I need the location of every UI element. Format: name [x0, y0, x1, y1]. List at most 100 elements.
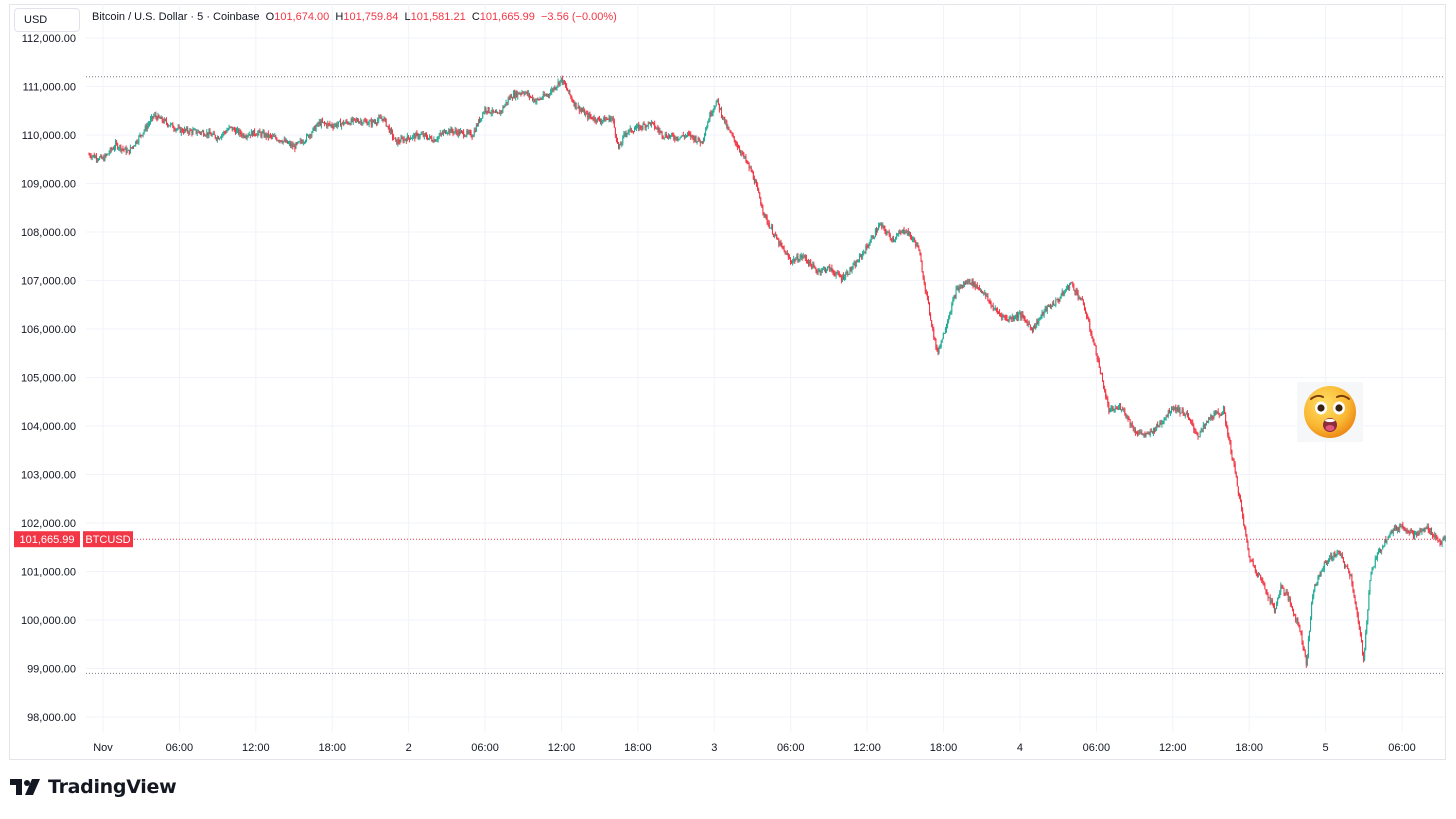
candle-body [609, 116, 611, 122]
candle-body [1133, 429, 1135, 431]
candle-body [903, 229, 905, 233]
candle-body [778, 239, 780, 246]
candle-body [191, 130, 193, 134]
candle-body [1123, 408, 1125, 411]
candle-body [556, 85, 558, 88]
candle-body [190, 129, 192, 131]
candle-body [655, 127, 657, 129]
time-axis[interactable]: Nov 06:00 12:00 18:00 2 06:00 12:00 18:00 3 06:00… [93, 742, 1416, 754]
candle-body [1021, 313, 1023, 318]
candle-body [488, 107, 490, 113]
candle-body [146, 125, 148, 130]
candle-body [853, 263, 855, 265]
candle-body [652, 121, 654, 123]
candle-body [347, 122, 349, 124]
tradingview-brand[interactable]: TradingView [10, 776, 177, 798]
low-value: 101,581.21 [410, 11, 466, 23]
candle-body [1189, 418, 1191, 420]
candle-body [880, 223, 882, 225]
time-tick-label: 4 [1017, 742, 1023, 754]
candle-body [825, 268, 827, 272]
candle-body [319, 121, 321, 126]
candle-body [1156, 423, 1158, 429]
candle-body [631, 131, 633, 133]
candle-body [962, 284, 964, 287]
candle-body [350, 119, 352, 125]
candle-body [618, 141, 620, 149]
candle-body [918, 247, 920, 250]
candle-body [613, 120, 615, 128]
candle-body [751, 171, 753, 173]
candle-body [107, 153, 109, 155]
candle-body [1206, 420, 1208, 424]
candle-body [133, 146, 135, 148]
candle-body [457, 130, 459, 135]
candle-body [432, 140, 434, 143]
candle-body [315, 126, 317, 131]
candle-body [140, 134, 142, 136]
candle-body [118, 148, 120, 150]
candle-body [557, 81, 559, 86]
candle-body [233, 128, 235, 131]
candle-body [216, 137, 218, 140]
candle-body [676, 136, 678, 140]
candle-body [1007, 320, 1009, 322]
candle-body [900, 232, 902, 234]
candle-body [603, 117, 605, 121]
candle-body [1426, 526, 1428, 529]
candle-body [1319, 574, 1321, 577]
candle-body [316, 123, 318, 127]
candle-body [680, 136, 682, 138]
candle-body [763, 212, 765, 216]
candle-body [421, 133, 423, 135]
candle-body [717, 99, 719, 104]
price-tick-label: 98,000.00 [27, 712, 76, 724]
candle-body [559, 80, 561, 85]
candle-body [796, 256, 798, 260]
candle-body [389, 128, 391, 133]
candle-body [1063, 291, 1065, 295]
candle-body [1397, 528, 1399, 531]
candle-body [1418, 532, 1420, 534]
candle-body [175, 129, 177, 131]
candle-body [744, 156, 746, 158]
candle-body [654, 123, 656, 128]
candle-body [808, 262, 810, 265]
candle-body [701, 141, 703, 143]
candle-body [828, 265, 830, 268]
candle-body [1016, 314, 1018, 318]
candle-body [189, 129, 191, 134]
symbol-description[interactable]: Bitcoin / U.S. Dollar · 5 · Coinbase [92, 11, 260, 23]
candle-body [773, 234, 775, 236]
candle-body [806, 260, 808, 263]
candle-body [1350, 575, 1352, 577]
candle-body [742, 152, 744, 154]
candle-body [1381, 549, 1383, 552]
candle-body [695, 137, 697, 143]
candle-body [1373, 566, 1375, 568]
candle-body [866, 245, 868, 247]
price-axis[interactable]: 98,000.00 99,000.00 100,000.00 101,000.00 10… [21, 33, 76, 724]
candle-body [338, 121, 340, 123]
currency-selector-button[interactable]: USD [14, 8, 80, 32]
candle-body [785, 252, 787, 255]
candle-body [442, 131, 444, 134]
candle-body [988, 300, 990, 302]
candle-body [1168, 409, 1170, 414]
candle-body [1061, 291, 1063, 296]
time-tick-label: 18:00 [318, 742, 346, 754]
candle-body [1212, 417, 1214, 419]
candle-body [172, 123, 174, 129]
candle-body [1334, 552, 1336, 557]
candle-body [1178, 408, 1180, 412]
candle-body [165, 120, 167, 124]
candle-body [375, 121, 377, 124]
candle-body [1002, 315, 1004, 318]
candle-body [1434, 534, 1436, 538]
candle-body [671, 133, 673, 136]
candle-body [860, 254, 862, 256]
candle-body [1323, 561, 1325, 570]
candle-body [109, 148, 111, 153]
candle-body [622, 136, 624, 143]
